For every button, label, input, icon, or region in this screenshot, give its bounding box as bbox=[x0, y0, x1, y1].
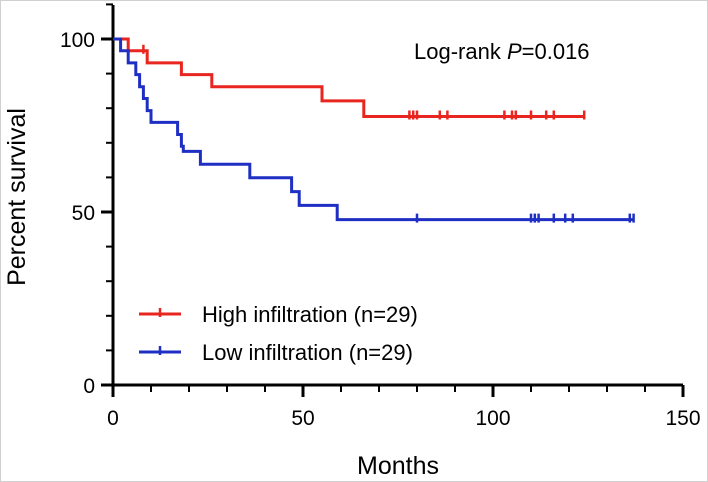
x-tick-label: 50 bbox=[291, 407, 314, 430]
y-tick-label: 0 bbox=[83, 375, 95, 398]
legend: High infiltration (n=29) Low infiltration… bbox=[139, 302, 418, 365]
y-tick-label: 100 bbox=[60, 29, 95, 52]
survival-curve-high bbox=[113, 37, 585, 118]
legend-label-low: Low infiltration (n=29) bbox=[202, 340, 413, 365]
legend-label-high: High infiltration (n=29) bbox=[202, 302, 418, 327]
survival-curve-low bbox=[113, 37, 634, 222]
annotation-prefix: Log-rank bbox=[414, 39, 507, 64]
annotation-suffix: =0.016 bbox=[522, 39, 590, 64]
annotation-p: P bbox=[507, 39, 522, 64]
x-tick-label: 100 bbox=[475, 407, 510, 430]
y-axis-title: Percent survival bbox=[3, 108, 31, 286]
log-rank-annotation: Log-rank P=0.016 bbox=[414, 39, 590, 64]
x-tick-label: 150 bbox=[665, 407, 700, 430]
survival-curves bbox=[113, 37, 635, 223]
x-tick-label: 0 bbox=[107, 407, 119, 430]
x-axis-title: Months bbox=[357, 452, 439, 480]
y-tick-label: 50 bbox=[72, 202, 95, 225]
axes: 0 50 100 0 50 100 150 bbox=[60, 3, 701, 430]
